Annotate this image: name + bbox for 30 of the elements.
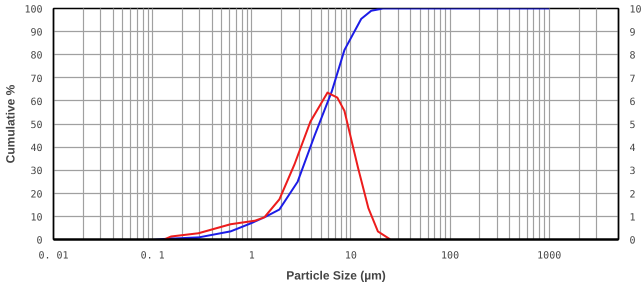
y-tick-label: 0 [36, 236, 43, 246]
y-tick-label: 90 [30, 28, 43, 39]
x-axis-title: Particle Size (µm) [286, 268, 386, 282]
x-tick-label: 1 [248, 250, 255, 262]
x-tick-label: 1000 [537, 250, 562, 262]
x-tick-label: 0. 01 [38, 250, 69, 262]
y-tick-label: 20 [30, 189, 43, 200]
x-tick-label: 100 [441, 250, 460, 262]
y-tick-label: 10 [30, 212, 43, 224]
y-tick-label: 40 [30, 143, 43, 154]
y-tick-label: 80 [30, 50, 43, 62]
y2-tick-label: 10 [630, 4, 642, 16]
y2-tick-label: 4 [630, 143, 636, 154]
y-tick-label: 50 [30, 120, 43, 131]
y2-tick-label: 3 [630, 166, 636, 178]
y2-tick-label: 7 [630, 74, 636, 85]
y2-tick-label: 1 [630, 212, 636, 224]
y2-tick-label: 2 [630, 189, 636, 200]
y2-tick-label: 6 [630, 96, 636, 108]
y-tick-label: 100 [24, 4, 42, 16]
y-tick-label: 70 [30, 74, 43, 85]
y-axis-title: Cumulative % [3, 84, 18, 164]
y2-tick-label: 8 [630, 50, 636, 62]
x-tick-label: 10 [344, 250, 357, 262]
y2-tick-label: 0 [630, 236, 636, 246]
y-tick-label: 60 [30, 96, 43, 108]
y2-tick-label: 9 [630, 28, 636, 39]
y-tick-label: 30 [30, 166, 43, 178]
y2-tick-label: 5 [630, 120, 636, 131]
x-tick-label: 0. 1 [140, 250, 165, 262]
